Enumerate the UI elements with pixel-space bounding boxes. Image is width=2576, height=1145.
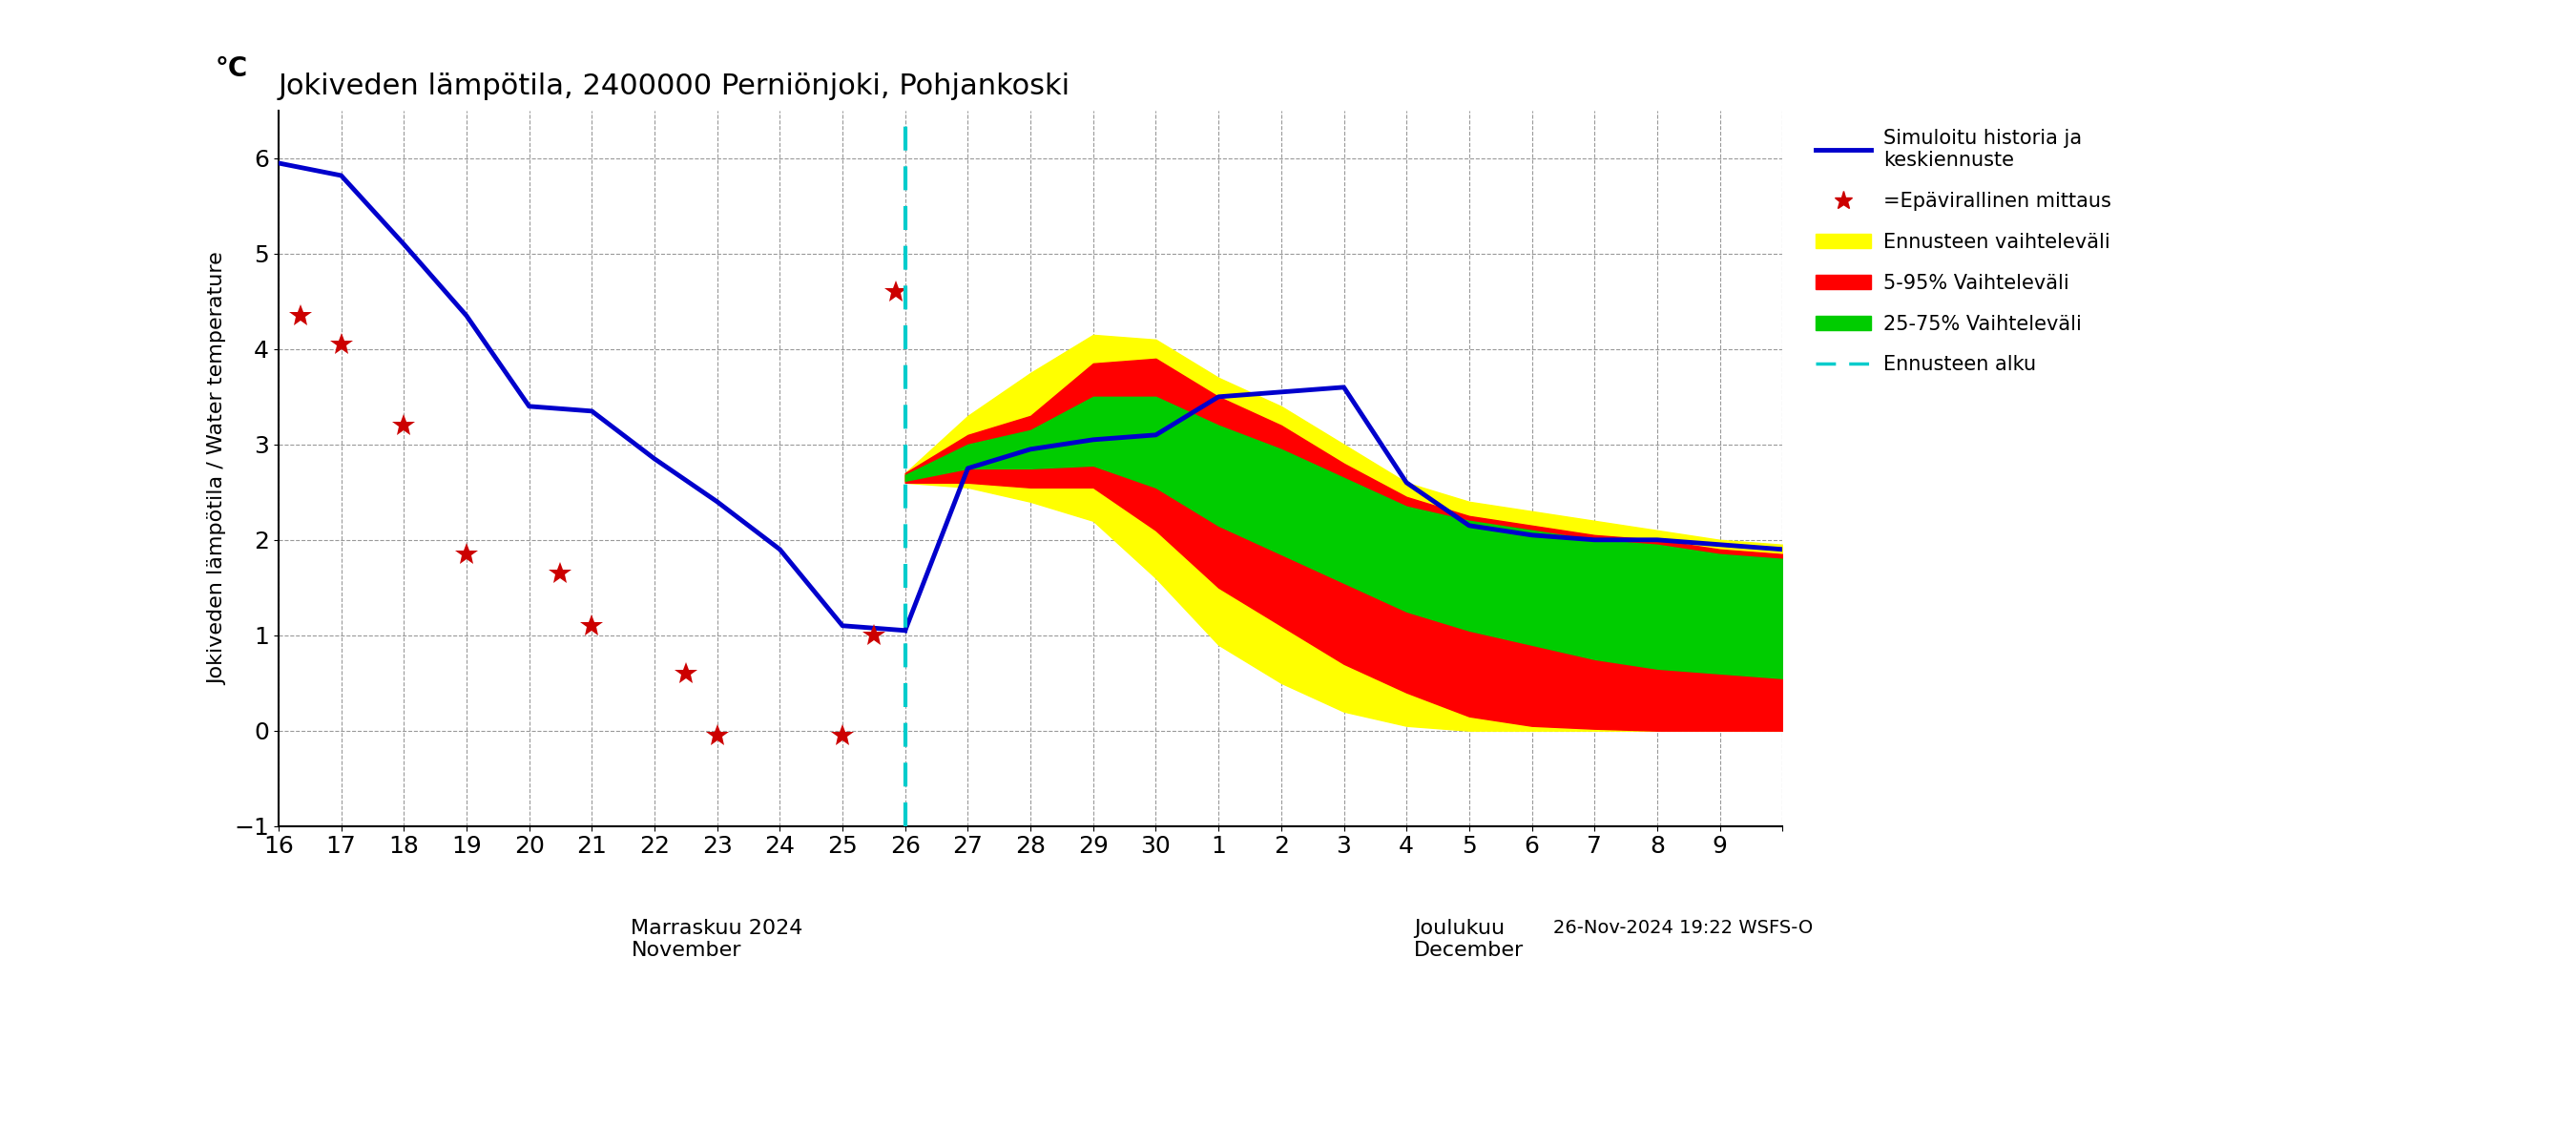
Text: Marraskuu 2024
November: Marraskuu 2024 November — [631, 919, 804, 961]
Text: 26-Nov-2024 19:22 WSFS-O: 26-Nov-2024 19:22 WSFS-O — [1553, 919, 1814, 937]
Y-axis label: Jokiveden lämpötila / Water temperature: Jokiveden lämpötila / Water temperature — [209, 252, 227, 685]
Text: °C: °C — [216, 55, 247, 82]
Text: Jokiveden lämpötila, 2400000 Perniönjoki, Pohjankoski: Jokiveden lämpötila, 2400000 Perniönjoki… — [278, 73, 1072, 101]
Text: Joulukuu
December: Joulukuu December — [1414, 919, 1525, 961]
Legend: Simuloitu historia ja
keskiennuste, =Epävirallinen mittaus, Ennusteen vaihtelevä: Simuloitu historia ja keskiennuste, =Epä… — [1808, 120, 2120, 382]
